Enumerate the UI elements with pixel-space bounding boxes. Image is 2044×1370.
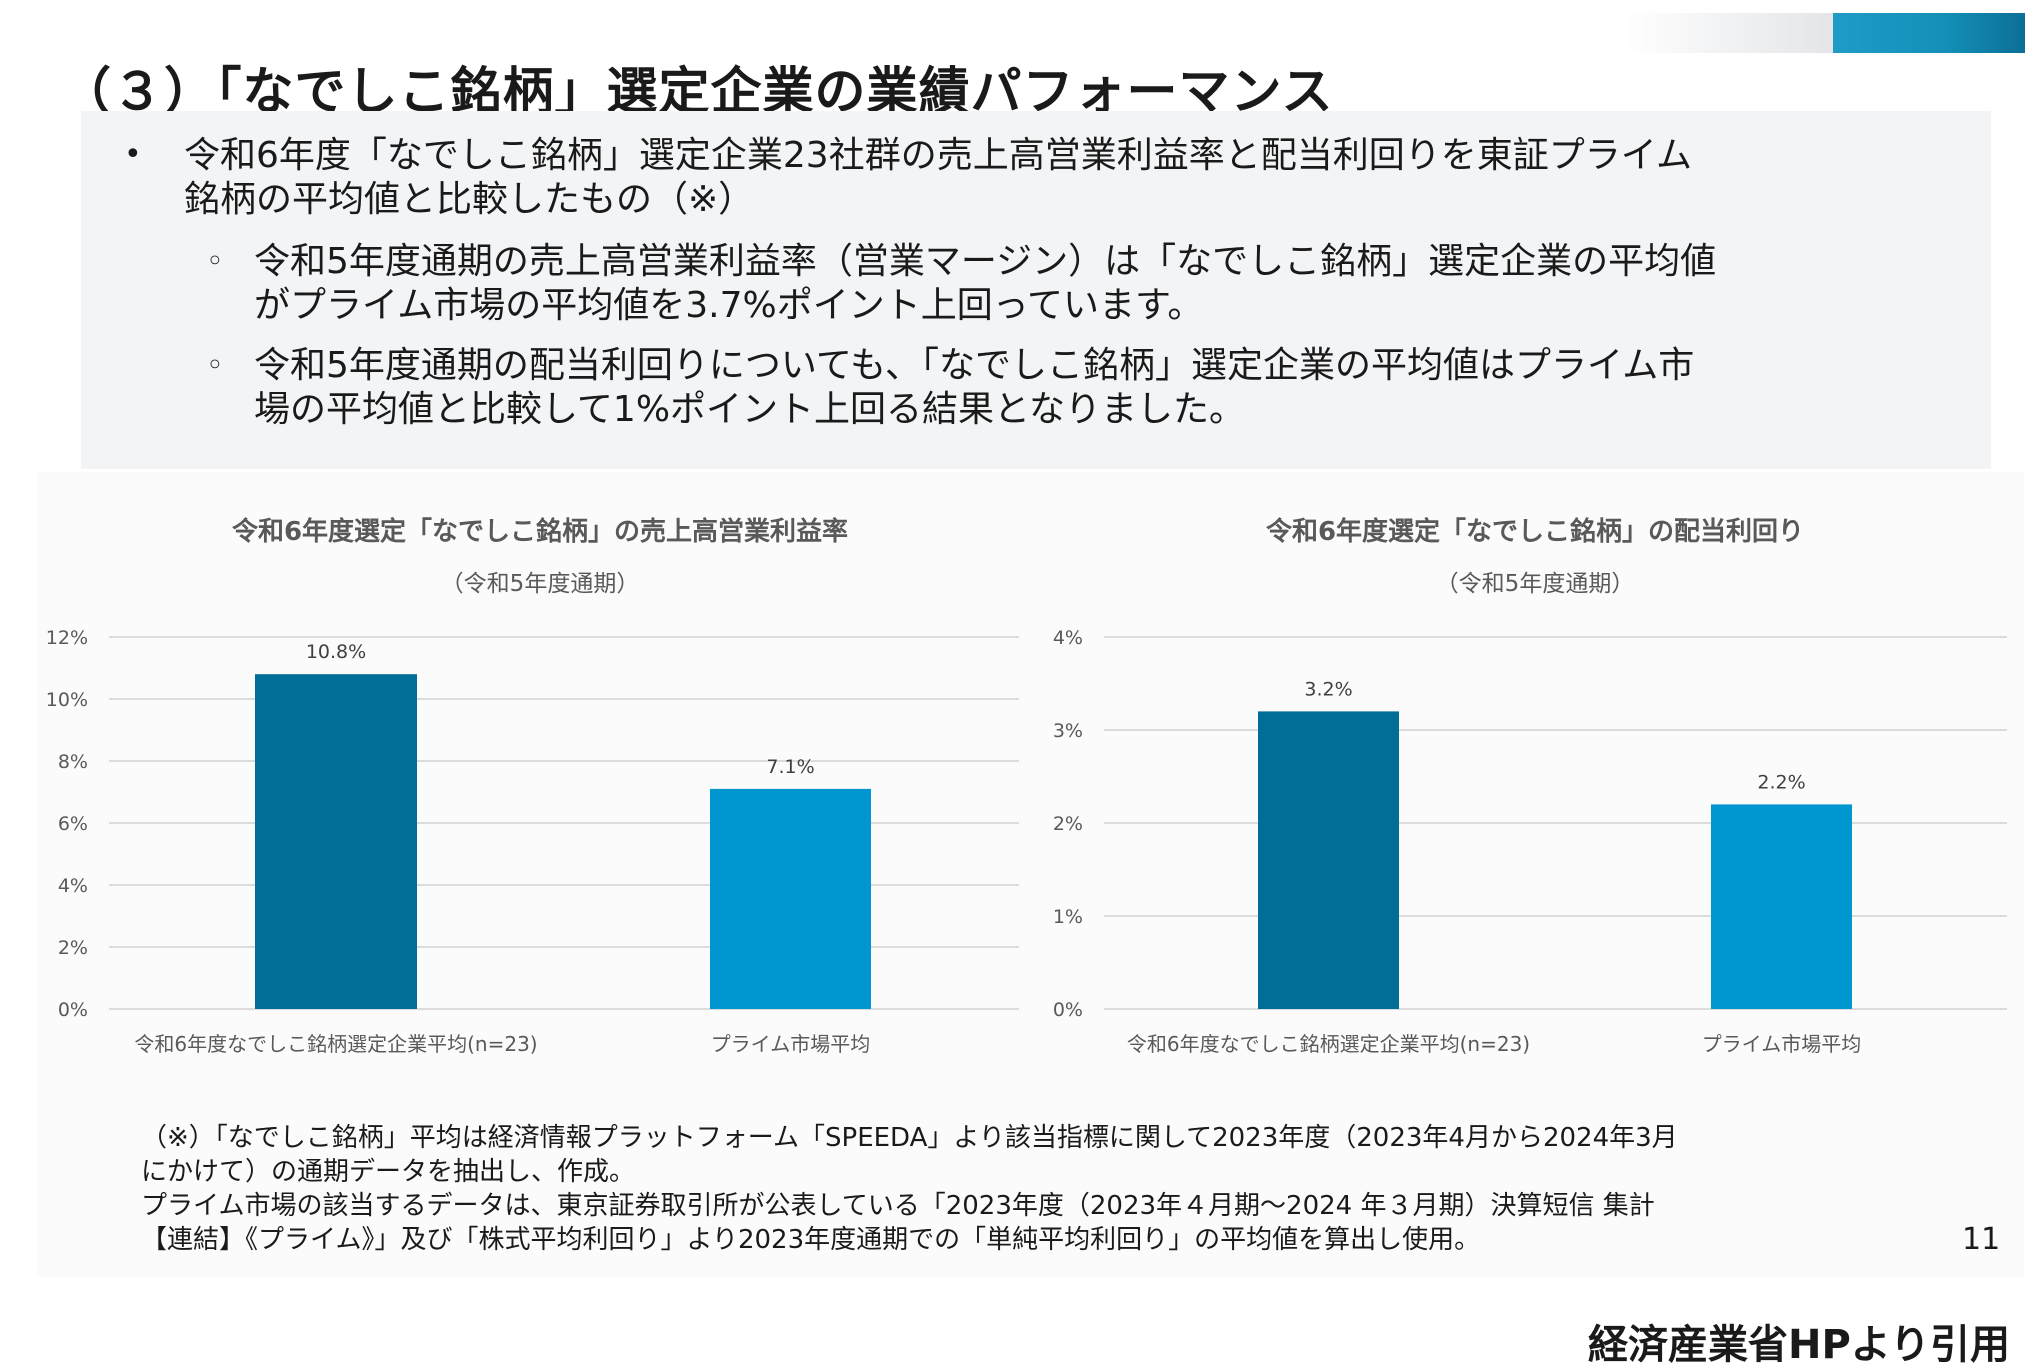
chart2-subtitle: （令和5年度通期）: [1435, 571, 1635, 597]
footnote-line-4: 【連結】《プライム》」及び「株式平均利回り」より2023年度通期での「単純平均利…: [141, 1225, 1481, 1255]
footnote-line-1: （※）「なでしこ銘柄」平均は経済情報プラットフォーム「SPEEDA」より該当指標…: [141, 1123, 1678, 1153]
y-tick-label: 10%: [46, 689, 88, 711]
data-label: 7.1%: [766, 756, 814, 778]
category-label: プライム市場平均: [1702, 1032, 1862, 1056]
bullet-marker: •: [124, 137, 142, 172]
summary-main-line-1: 令和6年度「なでしこ銘柄」選定企業23社群の売上高営業利益率と配当利回りを東証プ…: [184, 135, 1692, 176]
y-tick-label: 4%: [1053, 627, 1083, 649]
bar-nadeshiko: [255, 674, 417, 1009]
bar-prime: [710, 788, 871, 1009]
y-tick-label: 1%: [1053, 906, 1083, 928]
footnote-line-3: プライム市場の該当するデータは、東京証券取引所が公表している「2023年度（20…: [141, 1191, 1655, 1221]
chart1-subtitle: （令和5年度通期）: [440, 571, 640, 597]
summary-sub1-line-1: 令和5年度通期の売上高営業利益率（営業マージン）は「なでしこ銘柄」選定企業の平均…: [254, 241, 1717, 282]
chart2-title: 令和6年度選定「なでしこ銘柄」の配当利回り: [1265, 517, 1805, 547]
y-tick-label: 0%: [58, 999, 88, 1021]
bar-prime: [1711, 804, 1852, 1009]
category-label: プライム市場平均: [711, 1032, 871, 1056]
header-decoration-bar: [1625, 13, 2025, 53]
bar-nadeshiko: [1258, 711, 1399, 1009]
data-label: 10.8%: [306, 641, 366, 663]
source-credit: 経済産業省HPより引用: [1588, 1322, 2010, 1368]
y-tick-label: 2%: [58, 937, 88, 959]
summary-box: [81, 111, 1991, 469]
y-tick-label: 2%: [1053, 813, 1083, 835]
y-tick-label: 6%: [58, 813, 88, 835]
data-label: 3.2%: [1304, 678, 1352, 700]
category-label: 令和6年度なでしこ銘柄選定企業平均(n=23): [1127, 1032, 1530, 1056]
category-label: 令和6年度なでしこ銘柄選定企業平均(n=23): [134, 1032, 537, 1056]
data-label: 2.2%: [1757, 771, 1805, 793]
summary-sub2-line-2: 場の平均値と比較して1%ポイント上回る結果となりました。: [254, 389, 1245, 430]
y-tick-label: 12%: [46, 627, 88, 649]
y-tick-label: 8%: [58, 751, 88, 773]
y-tick-label: 4%: [58, 875, 88, 897]
summary-sub1-line-2: がプライム市場の平均値を3.7%ポイント上回っています。: [254, 285, 1204, 326]
chart1-title: 令和6年度選定「なでしこ銘柄」の売上高営業利益率: [231, 517, 849, 547]
y-tick-label: 0%: [1053, 999, 1083, 1021]
page-number: 11: [1962, 1222, 2001, 1257]
summary-main-line-2: 銘柄の平均値と比較したもの（※）: [184, 179, 755, 220]
y-tick-label: 3%: [1053, 720, 1083, 742]
sub-bullet-marker: ◦: [206, 244, 224, 279]
summary-sub2-line-1: 令和5年度通期の配当利回りについても、「なでしこ銘柄」選定企業の平均値はプライム…: [254, 345, 1695, 386]
sub-bullet-marker: ◦: [206, 348, 224, 383]
footnote-line-2: にかけて）の通期データを抽出し、作成。: [141, 1157, 636, 1187]
